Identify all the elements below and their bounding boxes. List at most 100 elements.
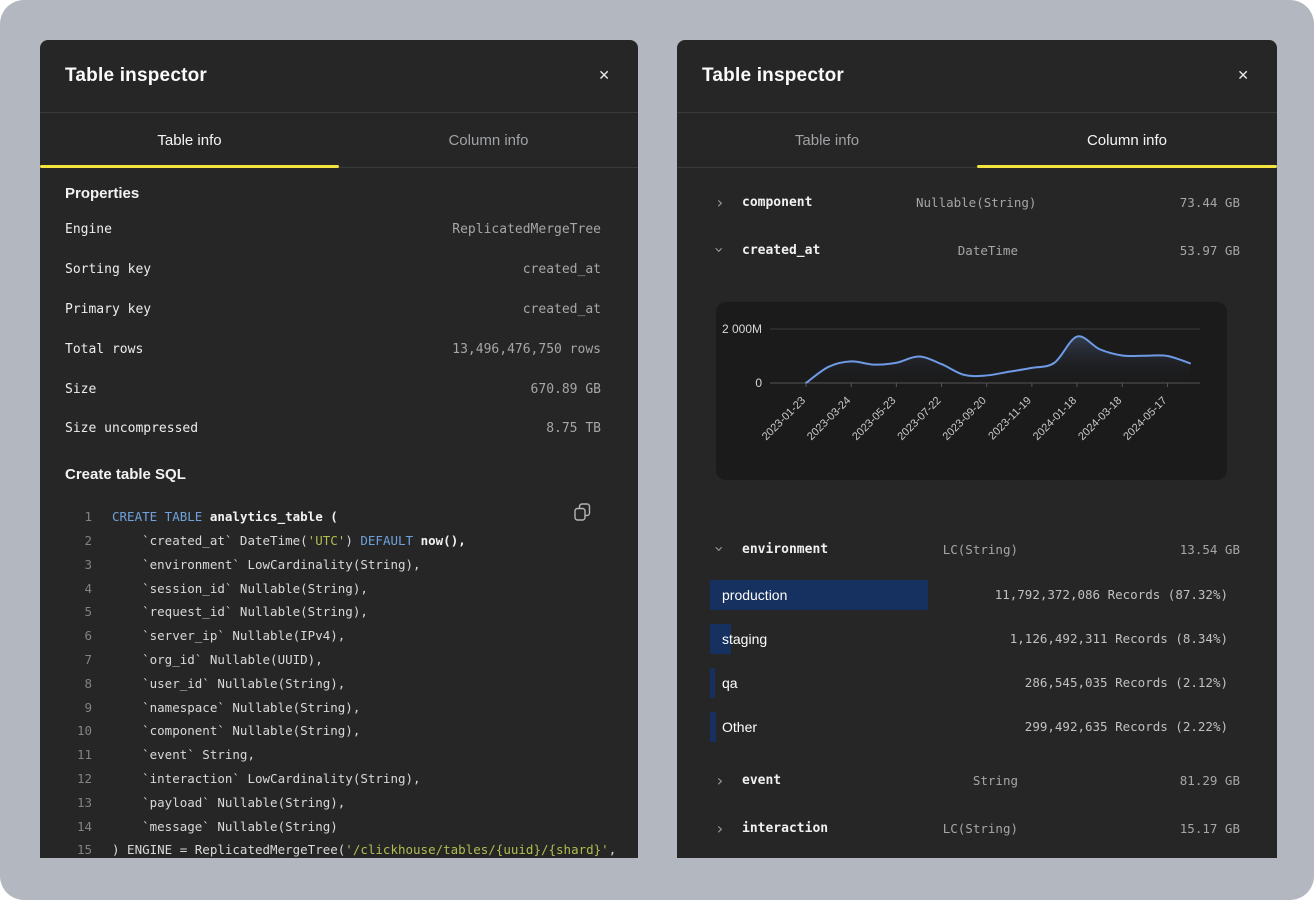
screenshot-canvas: Table inspector ✕ Table info Column info… [0, 0, 1314, 900]
dialog-title: Table inspector [65, 65, 207, 87]
line-number: 4 [65, 581, 92, 596]
svg-text:2 000M: 2 000M [722, 322, 762, 336]
sql-line: 15) ENGINE = ReplicatedMergeTree('/click… [65, 838, 601, 858]
sql-line: 8 `user_id` Nullable(String), [65, 671, 601, 695]
value-label: Other [722, 712, 757, 742]
dialog-title: Table inspector [702, 65, 844, 87]
property-label: Sorting key [65, 262, 151, 277]
property-label: Primary key [65, 302, 151, 317]
create-table-sql-title: Create table SQL [65, 449, 601, 491]
sql-code-text: `request_id` Nullable(String), [112, 604, 368, 619]
column-name: interaction [742, 821, 916, 836]
line-number: 14 [65, 819, 92, 834]
svg-text:2023-03-24: 2023-03-24 [805, 395, 853, 443]
tab-column-info[interactable]: Column info [339, 113, 638, 168]
line-number: 2 [65, 533, 92, 548]
columns-scroll-area[interactable]: ›componentNullable(String)73.44 GB›creat… [677, 168, 1277, 858]
column-row-environment[interactable]: › environmentLC(String)13.54 GB [702, 525, 1240, 573]
histogram-svg: 2 000M 0 2023-01-232023-03-242023-05-23 202… [716, 302, 1227, 480]
sql-lines: 1CREATE TABLE analytics_table (2 `create… [65, 505, 601, 858]
line-number: 5 [65, 604, 92, 619]
column-type: String [916, 773, 1018, 788]
sql-line: 4 `session_id` Nullable(String), [65, 576, 601, 600]
column-row-interaction[interactable]: › interactionLC(String)15.17 GB [702, 804, 1240, 852]
properties-section-title: Properties [65, 168, 601, 210]
column-type: LC(String) [916, 542, 1018, 557]
value-records: 299,492,635 Records (2.22%) [1025, 712, 1228, 742]
column-size: 13.54 GB [1018, 542, 1240, 557]
chevron-right-icon[interactable]: › [712, 820, 728, 836]
chevron-down-icon[interactable]: › [712, 242, 728, 258]
property-row: Total rows 13,496,476,750 rows [65, 329, 601, 369]
value-row-qa: qa 286,545,035 Records (2.12%) [702, 668, 1240, 698]
column-name: environment [742, 542, 916, 557]
close-icon[interactable]: ✕ [592, 63, 616, 89]
property-value: created_at [523, 302, 601, 317]
column-histogram-chart: 2 000M 0 2023-01-232023-03-242023-05-23 202… [716, 302, 1227, 480]
value-row-staging: staging1,126,492,311 Records (8.34%) [702, 624, 1240, 654]
sql-line: 7 `org_id` Nullable(UUID), [65, 648, 601, 672]
tab-table-info[interactable]: Table info [677, 113, 977, 168]
svg-text:2023-01-23: 2023-01-23 [760, 395, 808, 443]
svg-text:2023-11-19: 2023-11-19 [986, 395, 1034, 443]
column-type: DateTime [916, 243, 1018, 258]
property-label: Size uncompressed [65, 421, 198, 436]
column-type: LC(String) [916, 821, 1018, 836]
close-icon[interactable]: ✕ [1231, 63, 1255, 89]
tab-table-info[interactable]: Table info [40, 113, 339, 168]
value-label: qa [722, 668, 738, 698]
copy-icon[interactable] [572, 501, 593, 527]
sql-line: 1CREATE TABLE analytics_table ( [65, 505, 601, 529]
column-row-message[interactable]: ›messageNullable(String)2.22 TB [702, 852, 1240, 858]
sql-code-text: `org_id` Nullable(UUID), [112, 652, 323, 667]
dialog-header: Table inspector ✕ [40, 40, 638, 113]
column-row-component[interactable]: ›componentNullable(String)73.44 GB [702, 178, 1240, 226]
chevron-right-icon[interactable]: › [712, 772, 728, 788]
sql-line: 12 `interaction` LowCardinality(String), [65, 767, 601, 791]
sql-code-text: `session_id` Nullable(String), [112, 581, 368, 596]
line-number: 11 [65, 747, 92, 762]
line-number: 3 [65, 557, 92, 572]
sql-code-text: `component` Nullable(String), [112, 723, 360, 738]
column-row-event[interactable]: ›eventString81.29 GB [702, 756, 1240, 804]
properties-list: Engine ReplicatedMergeTree Sorting key c… [65, 210, 601, 449]
value-records: 286,545,035 Records (2.12%) [1025, 668, 1228, 698]
property-value: created_at [523, 262, 601, 277]
chevron-right-icon[interactable]: › [712, 194, 728, 210]
sql-line: 6 `server_ip` Nullable(IPv4), [65, 624, 601, 648]
line-number: 8 [65, 676, 92, 691]
column-name: component [742, 195, 916, 210]
line-number: 9 [65, 700, 92, 715]
column-size: 73.44 GB [1018, 195, 1240, 210]
sql-line: 2 `created_at` DateTime('UTC') DEFAULT n… [65, 529, 601, 553]
value-records: 1,126,492,311 Records (8.34%) [1010, 624, 1228, 654]
svg-text:2024-01-18: 2024-01-18 [1031, 395, 1079, 443]
panel-scroll-area[interactable]: Properties Engine ReplicatedMergeTree So… [40, 168, 638, 858]
sql-line: 9 `namespace` Nullable(String), [65, 695, 601, 719]
property-row: Engine ReplicatedMergeTree [65, 210, 601, 250]
column-size: 15.17 GB [1018, 821, 1240, 836]
sql-code-text: `message` Nullable(String) [112, 819, 338, 834]
sql-code-text: `server_ip` Nullable(IPv4), [112, 628, 345, 643]
svg-text:2023-05-23: 2023-05-23 [850, 395, 898, 443]
sql-code-text: `payload` Nullable(String), [112, 795, 345, 810]
value-row-production: production11,792,372,086 Records (87.32%… [702, 580, 1240, 610]
tab-column-info[interactable]: Column info [977, 113, 1277, 168]
line-number: 13 [65, 795, 92, 810]
line-number: 1 [65, 509, 92, 524]
value-bar [710, 668, 715, 698]
column-name: created_at [742, 243, 916, 258]
sql-line: 5 `request_id` Nullable(String), [65, 600, 601, 624]
chevron-down-icon[interactable]: › [712, 541, 728, 557]
property-row: Size 670.89 GB [65, 369, 601, 409]
value-label: production [722, 580, 787, 610]
sql-line: 14 `message` Nullable(String) [65, 814, 601, 838]
svg-text:0: 0 [755, 376, 762, 390]
column-row-created_at[interactable]: ›created_atDateTime53.97 GB [702, 226, 1240, 274]
tab-bar: Table info Column info [40, 113, 638, 168]
property-row: Size uncompressed 8.75 TB [65, 409, 601, 449]
sql-line: 10 `component` Nullable(String), [65, 719, 601, 743]
svg-text:2023-09-20: 2023-09-20 [941, 395, 989, 443]
property-value: ReplicatedMergeTree [452, 222, 601, 237]
value-row-Other: Other 299,492,635 Records (2.22%) [702, 712, 1240, 742]
